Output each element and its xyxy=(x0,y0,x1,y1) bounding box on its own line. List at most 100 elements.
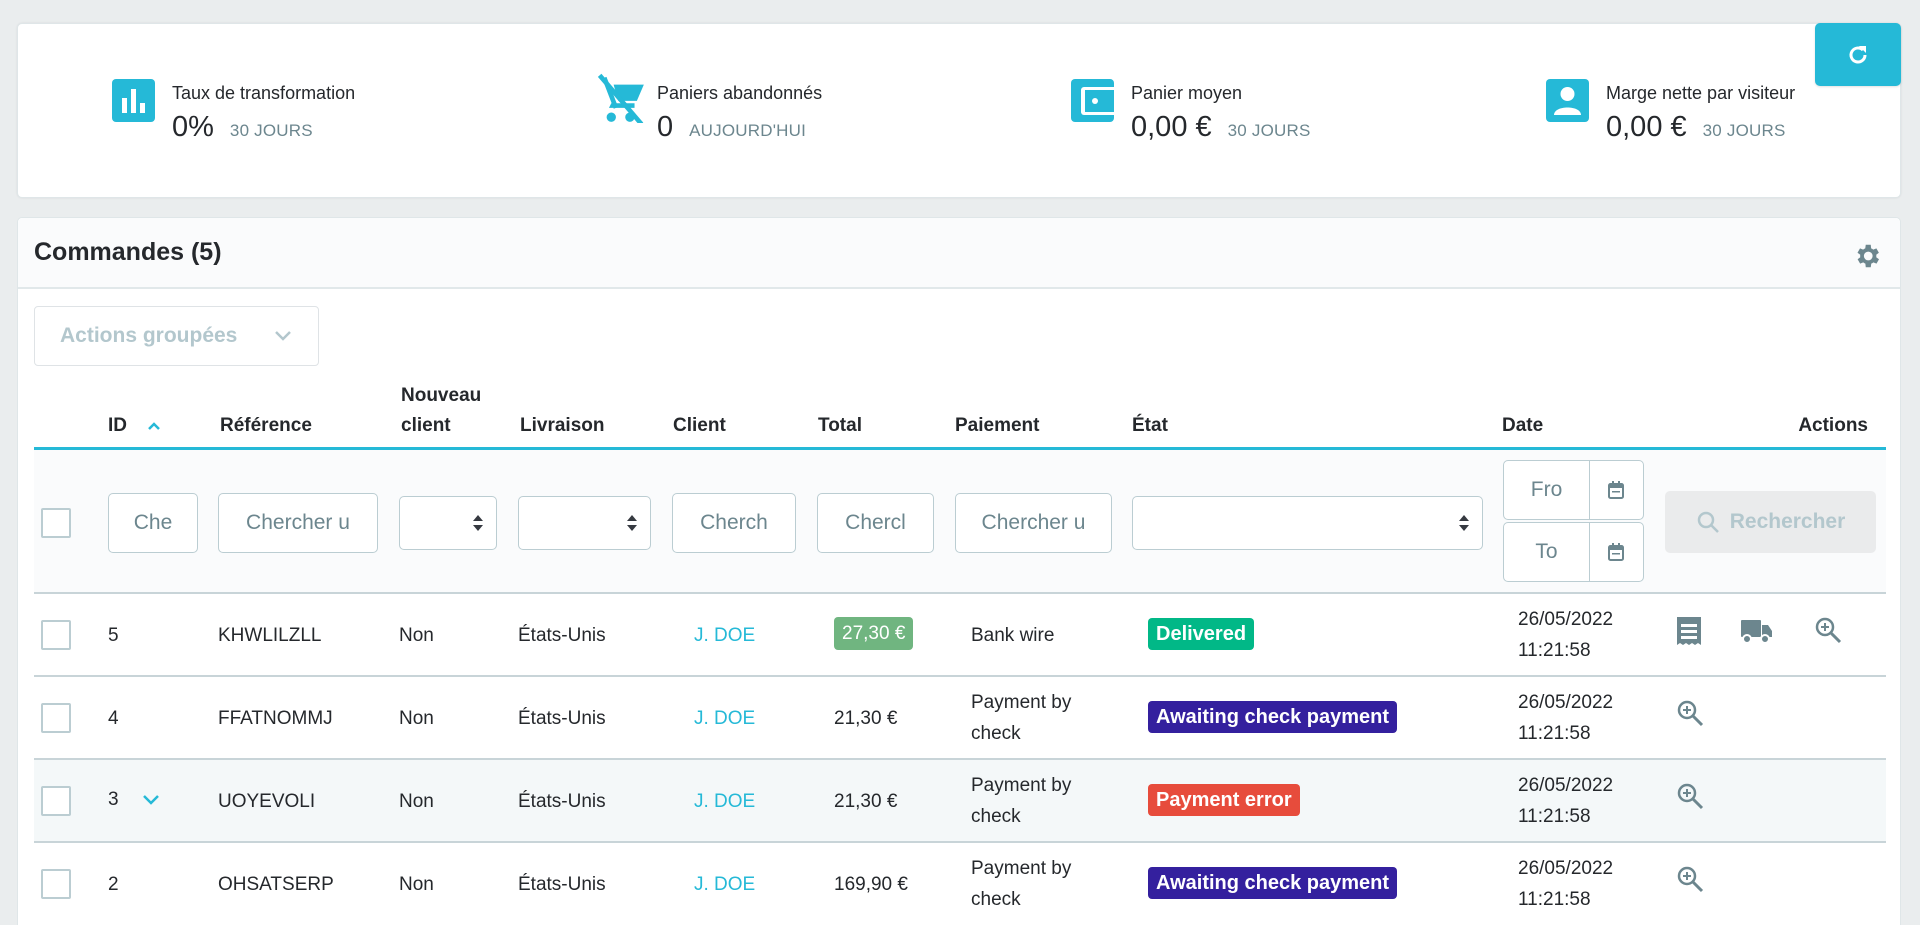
cell-client-link[interactable]: J. DOE xyxy=(694,708,756,729)
kpi-period: 30 JOURS xyxy=(1227,121,1311,140)
status-badge[interactable]: Awaiting check payment xyxy=(1148,867,1398,899)
cell-delivery: États-Unis xyxy=(518,708,606,729)
kpi-value-text: 0,00 € xyxy=(1606,111,1687,143)
sort-asc-icon[interactable] xyxy=(146,420,162,432)
filter-new-client-select[interactable] xyxy=(399,496,497,550)
zoom-in-icon[interactable] xyxy=(1814,616,1842,644)
column-header-date[interactable]: Date xyxy=(1502,415,1544,436)
cell-reference: OHSATSERP xyxy=(218,874,334,895)
status-badge[interactable]: Payment error xyxy=(1148,784,1300,816)
search-label: Rechercher xyxy=(1729,510,1846,533)
cell-client-link[interactable]: J. DOE xyxy=(694,874,756,895)
calendar-icon[interactable] xyxy=(1608,481,1624,499)
cell-new-client: Non xyxy=(399,874,434,895)
cell-payment: Payment by xyxy=(971,692,1072,713)
cell-total: 21,30 € xyxy=(834,791,898,812)
cell-new-client: Non xyxy=(399,625,434,646)
zoom-in-icon[interactable] xyxy=(1676,699,1704,727)
column-header-payment[interactable]: Paiement xyxy=(955,415,1040,436)
cell-date: 26/05/2022 xyxy=(1518,775,1614,796)
table-row[interactable]: 2 OHSATSERP Non États-Unis J. DOE 169,90… xyxy=(34,843,1886,925)
filter-reference-input[interactable]: Chercher u xyxy=(218,493,378,553)
row-checkbox[interactable] xyxy=(41,620,71,650)
select-arrows-icon xyxy=(627,515,637,531)
cell-payment-line2: check xyxy=(971,723,1021,744)
zoom-in-icon[interactable] xyxy=(1676,865,1704,893)
date-from-input[interactable]: Fro xyxy=(1530,478,1563,501)
filter-client-input[interactable]: Cherch xyxy=(672,493,796,553)
select-all-checkbox[interactable] xyxy=(41,508,71,538)
column-header-actions: Actions xyxy=(1798,415,1868,436)
cell-delivery: États-Unis xyxy=(518,791,606,812)
cell-date: 26/05/2022 xyxy=(1518,609,1614,630)
cell-time: 11:21:58 xyxy=(1518,806,1591,827)
filter-state-select[interactable] xyxy=(1132,496,1483,550)
table-row[interactable]: 4 FFATNOMMJ Non États-Unis J. DOE 21,30 … xyxy=(34,677,1886,760)
filter-row: Che Chercher u Cherch Chercl Chercher u … xyxy=(34,450,1886,594)
cell-delivery: États-Unis xyxy=(518,874,606,895)
chevron-down-icon[interactable] xyxy=(142,794,160,806)
kpi-value: 0,00 € 30 JOURS xyxy=(1131,111,1311,144)
cell-client-link[interactable]: J. DOE xyxy=(694,791,756,812)
row-checkbox[interactable] xyxy=(41,703,71,733)
cell-client-link[interactable]: J. DOE xyxy=(694,625,756,646)
cell-id: 5 xyxy=(108,625,119,646)
select-arrows-icon xyxy=(1459,515,1469,531)
truck-icon[interactable] xyxy=(1741,620,1773,644)
filter-date-from[interactable]: Fro xyxy=(1503,460,1644,520)
status-badge[interactable]: Awaiting check payment xyxy=(1148,701,1398,733)
orders-card: Commandes (5) Actions groupées ID Référe… xyxy=(17,217,1901,925)
bar-chart-icon xyxy=(112,79,155,122)
table-row[interactable]: 3 UOYEVOLI Non États-Unis J. DOE 21,30 €… xyxy=(34,760,1886,843)
column-header-state[interactable]: État xyxy=(1132,415,1168,436)
cell-id: 3 xyxy=(108,789,119,810)
column-header-reference[interactable]: Référence xyxy=(220,415,312,436)
kpi-title: Panier moyen xyxy=(1131,83,1243,103)
cell-time: 11:21:58 xyxy=(1518,889,1591,910)
search-icon xyxy=(1697,511,1719,533)
row-checkbox[interactable] xyxy=(41,786,71,816)
chevron-down-icon xyxy=(275,331,291,341)
kpi-title: Taux de transformation xyxy=(172,83,356,103)
header-divider xyxy=(34,447,1886,450)
status-badge[interactable]: Delivered xyxy=(1148,618,1255,650)
column-header-id[interactable]: ID xyxy=(108,411,162,441)
column-header-delivery[interactable]: Livraison xyxy=(520,415,605,436)
date-to-input[interactable]: To xyxy=(1535,540,1558,563)
kpi-period: AUJOURD'HUI xyxy=(689,121,807,140)
cell-total-badge: 27,30 € xyxy=(834,617,914,650)
column-header-new-client[interactable]: Nouveau client xyxy=(401,381,481,441)
zoom-in-icon[interactable] xyxy=(1676,782,1704,810)
bulk-actions-dropdown[interactable]: Actions groupées xyxy=(34,306,319,366)
filter-delivery-select[interactable] xyxy=(518,496,651,550)
refresh-icon xyxy=(1849,45,1867,63)
invoice-icon[interactable] xyxy=(1676,616,1702,646)
column-header-client[interactable]: Client xyxy=(673,415,726,436)
column-label-line1: Nouveau xyxy=(401,385,482,406)
filter-total-input[interactable]: Chercl xyxy=(817,493,934,553)
wallet-icon xyxy=(1071,79,1114,122)
filter-date-to[interactable]: To xyxy=(1503,522,1644,582)
cell-date: 26/05/2022 xyxy=(1518,692,1614,713)
gear-icon[interactable] xyxy=(1852,241,1882,271)
filter-payment-input[interactable]: Chercher u xyxy=(955,493,1112,553)
refresh-button[interactable] xyxy=(1815,23,1901,86)
kpi-value: 0 AUJOURD'HUI xyxy=(657,111,806,144)
row-checkbox[interactable] xyxy=(41,869,71,899)
kpi-value: 0% 30 JOURS xyxy=(172,111,313,144)
cell-payment: Payment by xyxy=(971,858,1072,879)
cell-new-client: Non xyxy=(399,708,434,729)
column-header-total[interactable]: Total xyxy=(818,415,862,436)
search-button[interactable]: Rechercher xyxy=(1665,491,1876,553)
date-separator xyxy=(1589,461,1590,519)
cell-new-client: Non xyxy=(399,791,434,812)
cell-reference: KHWLILZLL xyxy=(218,625,322,646)
column-label: ID xyxy=(108,415,127,436)
kpi-value: 0,00 € 30 JOURS xyxy=(1606,111,1786,144)
calendar-icon[interactable] xyxy=(1608,543,1624,561)
orders-header: Commandes (5) xyxy=(18,218,1900,289)
kpi-title: Marge nette par visiteur xyxy=(1606,83,1796,103)
table-row[interactable]: 5 KHWLILZLL Non États-Unis J. DOE 27,30 … xyxy=(34,594,1886,677)
filter-id-input[interactable]: Che xyxy=(108,493,198,553)
kpi-title: Paniers abandonnés xyxy=(657,83,823,103)
